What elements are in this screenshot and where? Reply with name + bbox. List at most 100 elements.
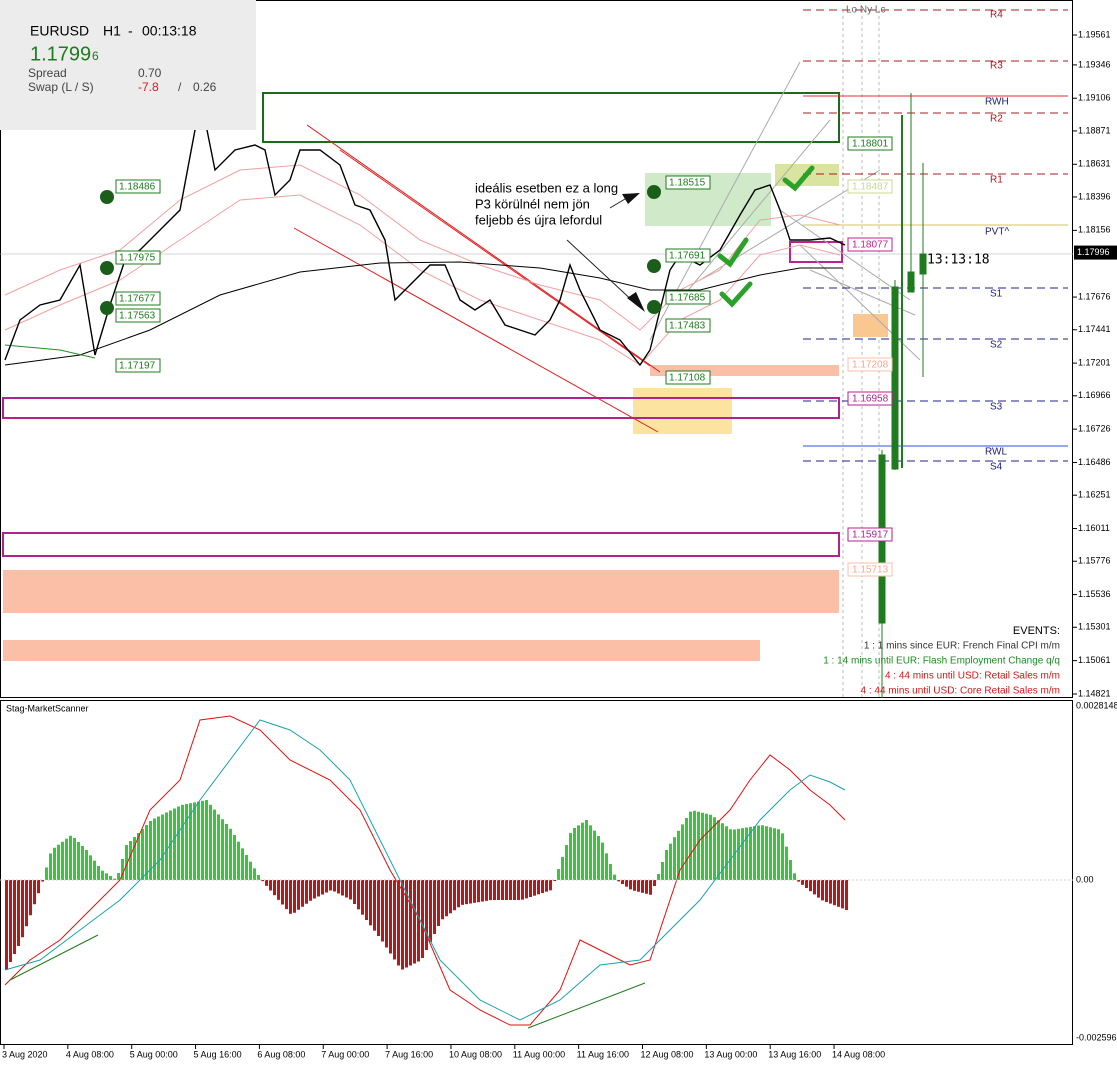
histogram-bar <box>9 880 12 962</box>
histogram-bar <box>349 880 352 900</box>
price-label: 1.16966 <box>1078 390 1111 400</box>
histogram-bar <box>53 847 56 880</box>
event: 4 : 44 mins until USD: Core Retail Sales… <box>860 686 1060 697</box>
histogram-bar <box>825 880 828 902</box>
rect-shape <box>847 562 893 577</box>
histogram-bar <box>537 880 540 895</box>
price-tag: 1.18077 <box>852 240 889 251</box>
price-label: 1.18631 <box>1078 159 1111 169</box>
histogram-bar <box>553 880 556 881</box>
histogram-bar <box>85 850 88 880</box>
divergence <box>9 934 646 1029</box>
histogram-bar <box>449 880 452 914</box>
rect-shape <box>665 290 711 305</box>
histogram-bar <box>241 848 244 880</box>
histogram-bar <box>661 862 664 880</box>
current-price-box <box>1074 245 1117 260</box>
candle-timer: 13:13:18 <box>927 253 990 268</box>
level-label: RWL <box>985 447 1007 458</box>
histogram-bar <box>377 880 380 936</box>
histogram-bar <box>225 824 228 880</box>
rect-shape <box>665 370 711 385</box>
histogram-bar <box>185 804 188 880</box>
price-label: 1.18156 <box>1078 225 1111 235</box>
price-label: 1.19561 <box>1078 29 1111 39</box>
time-label: 13 Aug 16:00 <box>768 1049 821 1059</box>
histogram-bar <box>469 880 472 904</box>
rect-shape <box>3 570 839 613</box>
time-label: 7 Aug 00:00 <box>321 1049 369 1059</box>
histogram-bar <box>385 880 388 948</box>
histogram-bar <box>577 825 580 880</box>
level-label: PVT^ <box>985 227 1009 238</box>
histogram-bar <box>745 827 748 880</box>
histogram-bar <box>129 841 132 880</box>
spread-label: Spread <box>28 66 67 80</box>
histogram-bar <box>113 878 116 880</box>
histogram-bar <box>485 880 488 901</box>
histogram-bar <box>25 880 28 927</box>
histogram-bar <box>541 880 544 893</box>
histogram-bar <box>829 880 832 904</box>
time-label: 10 Aug 08:00 <box>449 1049 502 1059</box>
left-tag-texts: 1.18486 1.17975 1.17677 1.17563 1.17197 … <box>119 178 706 384</box>
histogram-bar <box>705 813 708 880</box>
histogram-bar <box>721 823 724 880</box>
histogram-bar <box>489 880 492 901</box>
histogram-bar <box>585 820 588 880</box>
histogram-bar <box>121 859 124 880</box>
price-tag: 1.17691 <box>669 251 706 262</box>
histogram-bar <box>777 829 780 880</box>
price-tag: 1.17483 <box>669 321 706 332</box>
histogram-bar <box>45 867 48 880</box>
histogram-bar <box>97 866 100 880</box>
histogram-bar <box>345 880 348 898</box>
histogram-bar <box>289 880 292 914</box>
histogram-bar <box>677 830 680 880</box>
histogram-bar <box>397 880 400 966</box>
histogram-bar <box>205 800 208 880</box>
histogram-bar <box>525 880 528 899</box>
histogram-bar <box>505 880 508 900</box>
histogram-bar <box>757 825 760 880</box>
histogram-bar <box>717 820 720 880</box>
histogram-bar <box>157 816 160 880</box>
histogram-bar <box>5 880 8 970</box>
separator: - <box>128 23 133 39</box>
line-shape <box>779 209 911 301</box>
price-tag: 1.15917 <box>852 530 889 541</box>
bid: 1.1799 <box>30 43 91 65</box>
price-tag: 1.16958 <box>852 394 889 405</box>
rect-shape <box>115 308 161 323</box>
events-title: EVENTS: <box>1013 625 1060 637</box>
line-shape <box>339 149 651 367</box>
histogram-bar <box>445 880 448 917</box>
histogram-bar <box>529 880 532 897</box>
histogram-bar <box>133 837 136 880</box>
histogram-bar <box>429 880 432 942</box>
histogram-bar <box>797 880 800 882</box>
indicator-axis-label: -0.002596 <box>1076 1032 1117 1042</box>
ma-long <box>4 261 843 366</box>
histogram-bar <box>789 860 792 880</box>
histogram-bar <box>753 826 756 880</box>
histogram-bar <box>173 808 176 880</box>
histogram-bar <box>785 846 788 880</box>
price-label: 1.18871 <box>1078 125 1111 135</box>
histogram-bar <box>353 880 356 904</box>
histogram-bar <box>405 880 408 968</box>
histogram-bar <box>589 825 592 880</box>
wave-marker <box>100 261 114 275</box>
polyline-shape <box>782 165 815 192</box>
histogram-bar <box>21 880 24 938</box>
histogram-bar <box>597 836 600 880</box>
histogram-bar <box>769 827 772 880</box>
bid-digit: 6 <box>92 49 99 63</box>
current-price: 1.17996 <box>1077 247 1110 257</box>
histogram-bar <box>317 880 320 897</box>
histogram-bar <box>685 818 688 880</box>
price-tag: 1.18801 <box>852 139 889 150</box>
price-label: 1.16011 <box>1078 523 1110 533</box>
price-tag: 1.17563 <box>119 311 156 322</box>
histogram-bar <box>669 843 672 880</box>
